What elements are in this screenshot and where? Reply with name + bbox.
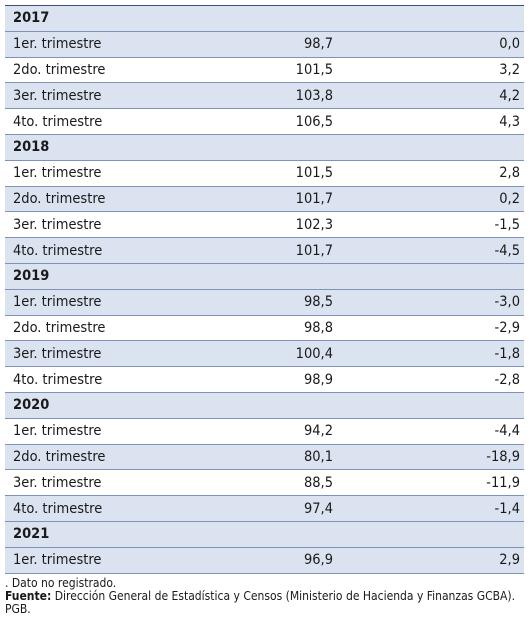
year-label: 2017 [5, 5, 524, 32]
index-value: 98,7 [213, 31, 333, 58]
row-label: 3er. trimestre [5, 340, 213, 368]
change-value: 2,8 [333, 160, 524, 187]
data-row: 1er. trimestre 96,9 2,9 [5, 547, 524, 574]
source-label: Fuente: [5, 588, 52, 603]
row-label: 1er. trimestre [5, 31, 213, 58]
change-value: -3,0 [333, 289, 524, 316]
data-row: 1er. trimestre 98,5 -3,0 [5, 289, 524, 316]
footnote: . Dato no registrado. [5, 575, 117, 590]
index-value: 100,4 [213, 340, 333, 368]
year-label: 2021 [5, 520, 524, 548]
index-value: 106,5 [213, 108, 333, 135]
data-row: 1er. trimestre 98,7 0,0 [5, 31, 524, 58]
index-value: 102,3 [213, 211, 333, 239]
change-value: -1,8 [333, 340, 524, 368]
table-body: 2017 1er. trimestre 98,7 0,0 2do. trimestre 1… [5, 5, 524, 574]
change-value: -2,9 [333, 315, 524, 342]
change-value: -4,4 [333, 418, 524, 445]
data-row: 4to. trimestre 101,7 -4,5 [5, 237, 524, 264]
index-value: 98,9 [213, 366, 333, 393]
year-label: 2018 [5, 133, 524, 161]
index-value: 101,5 [213, 160, 333, 187]
change-value: -1,4 [333, 495, 524, 522]
index-value: 88,5 [213, 469, 333, 497]
row-label: 1er. trimestre [5, 547, 213, 574]
data-row: 4to. trimestre 98,9 -2,8 [5, 366, 524, 393]
data-row: 2do. trimestre 80,1 -18,9 [5, 444, 524, 471]
data-row: 3er. trimestre 103,8 4,2 [5, 82, 524, 110]
index-value: 96,9 [213, 547, 333, 574]
data-row: 3er. trimestre 88,5 -11,9 [5, 469, 524, 497]
change-value: -2,8 [333, 366, 524, 393]
year-row: 2019 [5, 262, 524, 290]
index-value: 98,5 [213, 289, 333, 316]
change-value: -1,5 [333, 211, 524, 239]
data-row: 2do. trimestre 98,8 -2,9 [5, 315, 524, 342]
row-label: 3er. trimestre [5, 469, 213, 497]
change-value: -11,9 [333, 469, 524, 497]
change-value: 3,2 [333, 57, 524, 84]
table-container: 2017 1er. trimestre 98,7 0,0 2do. trimestre 1… [5, 5, 524, 616]
row-label: 4to. trimestre [5, 108, 213, 135]
year-row: 2021 [5, 520, 524, 548]
data-row: 1er. trimestre 94,2 -4,4 [5, 418, 524, 445]
row-label: 2do. trimestre [5, 57, 213, 84]
data-row: 3er. trimestre 100,4 -1,8 [5, 340, 524, 368]
data-row: 2do. trimestre 101,5 3,2 [5, 57, 524, 84]
change-value: -4,5 [333, 237, 524, 264]
row-label: 1er. trimestre [5, 418, 213, 445]
change-value: 4,2 [333, 82, 524, 110]
data-row: 3er. trimestre 102,3 -1,5 [5, 211, 524, 239]
row-label: 1er. trimestre [5, 289, 213, 316]
index-value: 97,4 [213, 495, 333, 522]
year-row: 2020 [5, 391, 524, 419]
data-row: 4to. trimestre 106,5 4,3 [5, 108, 524, 135]
index-value: 94,2 [213, 418, 333, 445]
change-value: 0,0 [333, 31, 524, 58]
row-label: 3er. trimestre [5, 211, 213, 239]
source-text: Dirección General de Estadística y Censo… [5, 588, 516, 616]
change-value: 2,9 [333, 547, 524, 574]
row-label: 3er. trimestre [5, 82, 213, 110]
index-value: 103,8 [213, 82, 333, 110]
data-row: 1er. trimestre 101,5 2,8 [5, 160, 524, 187]
row-label: 2do. trimestre [5, 444, 213, 471]
row-label: 4to. trimestre [5, 366, 213, 393]
index-value: 101,5 [213, 57, 333, 84]
row-label: 2do. trimestre [5, 186, 213, 213]
year-label: 2020 [5, 391, 524, 419]
year-row: 2018 [5, 133, 524, 161]
data-row: 4to. trimestre 97,4 -1,4 [5, 495, 524, 522]
row-label: 2do. trimestre [5, 315, 213, 342]
year-row: 2017 [5, 5, 524, 32]
data-table: 2017 1er. trimestre 98,7 0,0 2do. trimestre 1… [5, 5, 524, 574]
index-value: 98,8 [213, 315, 333, 342]
row-label: 1er. trimestre [5, 160, 213, 187]
index-value: 101,7 [213, 237, 333, 264]
change-value: 4,3 [333, 108, 524, 135]
year-label: 2019 [5, 262, 524, 290]
change-value: 0,2 [333, 186, 524, 213]
row-label: 4to. trimestre [5, 237, 213, 264]
change-value: -18,9 [333, 444, 524, 471]
source: Fuente: Dirección General de Estadística… [5, 588, 524, 616]
data-row: 2do. trimestre 101,7 0,2 [5, 186, 524, 213]
row-label: 4to. trimestre [5, 495, 213, 522]
index-value: 80,1 [213, 444, 333, 471]
index-value: 101,7 [213, 186, 333, 213]
